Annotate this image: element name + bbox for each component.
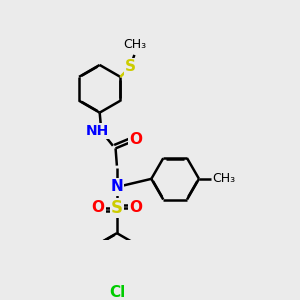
Text: Cl: Cl: [109, 285, 125, 300]
Text: O: O: [130, 200, 142, 215]
Text: S: S: [125, 59, 136, 74]
Text: CH₃: CH₃: [123, 38, 146, 51]
Text: NH: NH: [85, 124, 109, 138]
Text: S: S: [111, 199, 123, 217]
Text: N: N: [110, 179, 123, 194]
Text: O: O: [91, 200, 104, 215]
Text: CH₃: CH₃: [212, 172, 236, 185]
Text: O: O: [129, 132, 142, 147]
